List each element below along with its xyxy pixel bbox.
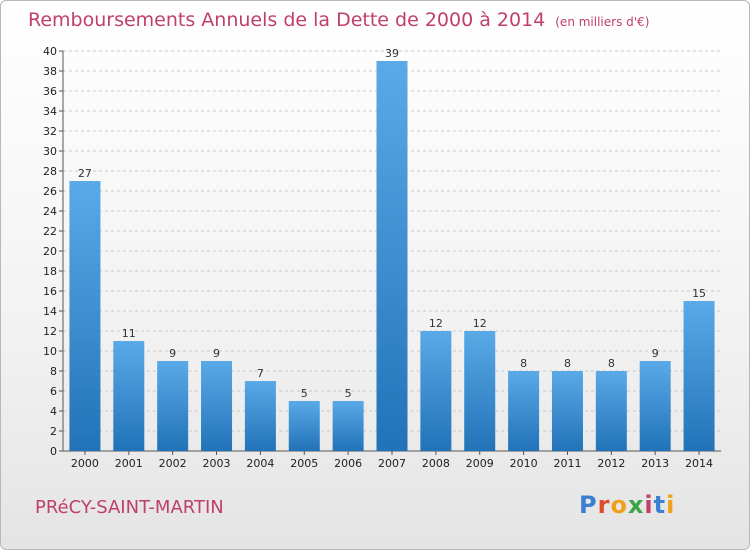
x-tick-label: 2003	[203, 457, 231, 470]
y-tick-label: 16	[43, 285, 57, 298]
y-tick-label: 34	[43, 105, 57, 118]
logo-letter: P	[579, 491, 598, 519]
x-tick-label: 2006	[334, 457, 362, 470]
x-tick-label: 2009	[466, 457, 494, 470]
y-tick-label: 8	[50, 365, 57, 378]
y-tick-label: 26	[43, 185, 57, 198]
bar	[113, 341, 145, 451]
y-tick-label: 18	[43, 265, 57, 278]
y-tick-label: 22	[43, 225, 57, 238]
x-tick-label: 2008	[422, 457, 450, 470]
y-tick-label: 32	[43, 125, 57, 138]
bar-value-label: 15	[692, 287, 706, 300]
y-tick-label: 38	[43, 65, 57, 78]
bar-value-label: 12	[473, 317, 487, 330]
y-tick-label: 30	[43, 145, 57, 158]
bar	[420, 331, 452, 451]
x-tick-label: 2000	[71, 457, 99, 470]
bar	[551, 371, 583, 451]
y-tick-label: 4	[50, 405, 57, 418]
bar	[244, 381, 276, 451]
x-tick-label: 2004	[246, 457, 274, 470]
y-tick-label: 6	[50, 385, 57, 398]
y-tick-label: 10	[43, 345, 57, 358]
logo-letter: i	[666, 491, 676, 519]
proxiti-logo: Proxiti	[579, 491, 675, 519]
logo-letter: x	[627, 491, 645, 519]
y-tick-label: 0	[50, 445, 57, 458]
bar-value-label: 5	[301, 387, 308, 400]
x-tick-label: 2012	[597, 457, 625, 470]
x-tick-label: 2007	[378, 457, 406, 470]
x-tick-label: 2014	[685, 457, 713, 470]
bar	[332, 401, 364, 451]
bar-value-label: 8	[520, 357, 527, 370]
y-tick-label: 36	[43, 85, 57, 98]
y-tick-label: 20	[43, 245, 57, 258]
bar	[376, 61, 408, 451]
bar-value-label: 11	[122, 327, 136, 340]
bar	[464, 331, 496, 451]
y-tick-label: 2	[50, 425, 57, 438]
bar-value-label: 9	[652, 347, 659, 360]
x-tick-label: 2010	[510, 457, 538, 470]
y-tick-label: 40	[43, 45, 57, 58]
y-tick-label: 24	[43, 205, 57, 218]
bar-value-label: 39	[385, 47, 399, 60]
x-tick-label: 2011	[553, 457, 581, 470]
bar	[201, 361, 233, 451]
bar-value-label: 9	[213, 347, 220, 360]
y-tick-label: 14	[43, 305, 57, 318]
bar	[683, 301, 715, 451]
x-tick-label: 2002	[159, 457, 187, 470]
bar	[157, 361, 189, 451]
bar	[288, 401, 320, 451]
bar-value-label: 27	[78, 167, 92, 180]
bar	[639, 361, 671, 451]
logo-letter: r	[597, 491, 611, 519]
chart-title: Remboursements Annuels de la Dette de 20…	[28, 9, 649, 31]
bar-value-label: 9	[169, 347, 176, 360]
logo-letter: t	[653, 491, 667, 519]
logo-letter: o	[610, 491, 628, 519]
x-tick-label: 2001	[115, 457, 143, 470]
bar-value-label: 8	[608, 357, 615, 370]
bar	[508, 371, 540, 451]
y-tick-label: 28	[43, 165, 57, 178]
chart-title-text: Remboursements Annuels de la Dette de 20…	[28, 9, 546, 31]
y-tick-label: 12	[43, 325, 57, 338]
bar	[595, 371, 627, 451]
bar-value-label: 7	[257, 367, 264, 380]
x-tick-label: 2005	[290, 457, 318, 470]
bar	[69, 181, 101, 451]
bar-value-label: 8	[564, 357, 571, 370]
logo-letter: i	[644, 491, 654, 519]
chart-subtitle: (en milliers d'€)	[555, 15, 650, 29]
bar-value-label: 12	[429, 317, 443, 330]
bar-value-label: 5	[345, 387, 352, 400]
commune-name: PRéCY-SAINT-MARTIN	[35, 497, 224, 518]
x-tick-label: 2013	[641, 457, 669, 470]
